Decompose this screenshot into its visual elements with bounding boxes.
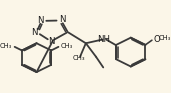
Text: CH₃: CH₃ (61, 43, 73, 49)
Text: CH₃: CH₃ (72, 55, 85, 61)
Text: N: N (48, 37, 54, 46)
Text: N: N (37, 16, 43, 25)
Text: CH₃: CH₃ (159, 35, 171, 41)
Text: N: N (59, 16, 66, 24)
Text: CH₃: CH₃ (0, 43, 12, 49)
Text: N: N (32, 28, 38, 37)
Text: O: O (153, 35, 160, 44)
Text: NH: NH (97, 35, 110, 44)
